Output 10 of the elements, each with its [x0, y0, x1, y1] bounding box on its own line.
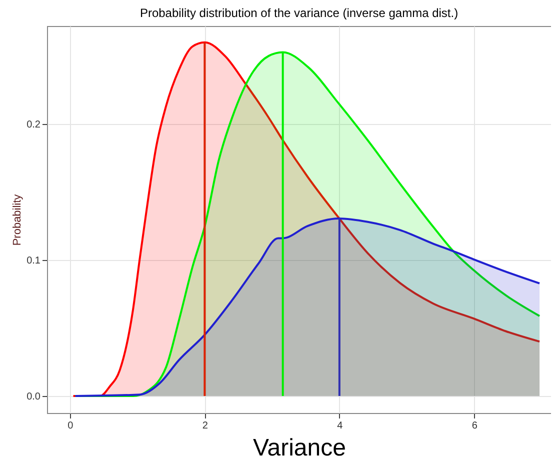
x-tick-label: 4 — [337, 420, 344, 432]
chart-title: Probability distribution of the variance (inverse gamma dist.) — [140, 6, 458, 20]
y-tick-label: 0.2 — [26, 119, 41, 130]
x-tick-label: 6 — [472, 420, 478, 432]
y-tick-label: 0.0 — [26, 391, 41, 402]
x-tick-label: 2 — [202, 420, 208, 432]
x-axis-title: Variance — [253, 434, 346, 459]
y-axis-title: Probability — [12, 194, 24, 246]
y-tick-label: 0.1 — [26, 255, 41, 266]
x-tick-label: 0 — [68, 420, 74, 432]
